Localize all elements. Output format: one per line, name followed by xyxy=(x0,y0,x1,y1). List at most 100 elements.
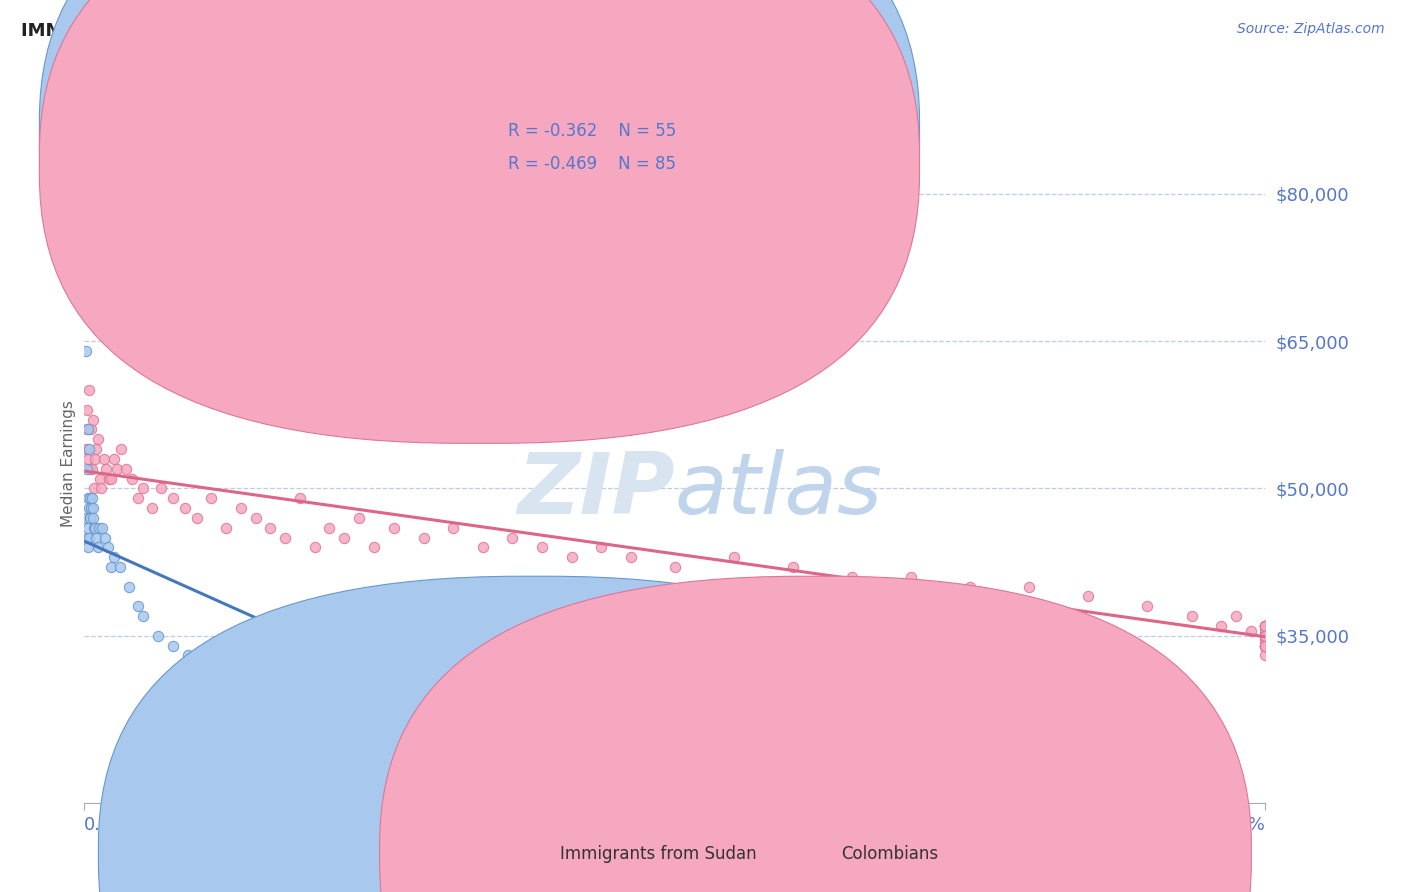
Point xyxy=(77,422,100,436)
Point xyxy=(1254,639,1277,653)
Point xyxy=(76,402,98,417)
Point xyxy=(723,550,745,565)
Point xyxy=(90,482,112,496)
Point xyxy=(1254,629,1277,643)
Point xyxy=(288,491,311,506)
Point xyxy=(318,521,340,535)
Point xyxy=(87,432,110,446)
Point xyxy=(1254,639,1277,653)
Point xyxy=(782,780,804,795)
Point xyxy=(94,462,117,476)
Point xyxy=(205,678,228,692)
Point xyxy=(103,451,125,466)
Point xyxy=(427,707,450,722)
Point xyxy=(398,698,420,712)
Point xyxy=(79,491,101,506)
Point xyxy=(575,756,598,771)
Point xyxy=(97,541,120,555)
Point xyxy=(1254,629,1277,643)
Point xyxy=(229,501,252,516)
Point xyxy=(664,560,686,574)
Point xyxy=(132,482,155,496)
Point xyxy=(93,451,115,466)
Point xyxy=(235,707,259,722)
Point xyxy=(1254,639,1277,653)
Point xyxy=(1180,609,1202,624)
Point xyxy=(100,472,122,486)
Point xyxy=(110,442,132,456)
Point xyxy=(501,531,523,545)
Text: atlas: atlas xyxy=(675,450,883,533)
Point xyxy=(1077,590,1099,604)
Point xyxy=(1254,619,1277,633)
Point xyxy=(76,462,98,476)
Point xyxy=(105,462,128,476)
Point xyxy=(1254,619,1277,633)
Point xyxy=(108,560,131,574)
Point xyxy=(1254,624,1277,638)
Point xyxy=(516,747,538,761)
Point xyxy=(77,442,100,456)
Point xyxy=(560,550,583,565)
Point xyxy=(619,550,641,565)
Text: R = -0.469    N = 85: R = -0.469 N = 85 xyxy=(508,155,675,173)
Point xyxy=(215,521,238,535)
Point xyxy=(1254,639,1277,653)
Point xyxy=(900,570,922,584)
Point xyxy=(591,541,613,555)
Point xyxy=(191,658,214,673)
Point xyxy=(80,501,103,516)
Point xyxy=(1254,619,1277,633)
Point xyxy=(333,531,356,545)
Point xyxy=(82,501,104,516)
Point xyxy=(472,541,495,555)
Point xyxy=(162,491,184,506)
Text: 0.0%: 0.0% xyxy=(84,816,129,834)
Point xyxy=(84,451,107,466)
Point xyxy=(82,511,104,525)
Point xyxy=(84,531,107,545)
Point xyxy=(79,511,101,525)
Point xyxy=(1254,619,1277,633)
Point xyxy=(304,541,326,555)
Point xyxy=(441,521,464,535)
Point xyxy=(76,531,98,545)
Point xyxy=(1254,629,1277,643)
Point xyxy=(200,491,222,506)
Point xyxy=(97,472,120,486)
Point xyxy=(259,521,281,535)
Text: ZIP: ZIP xyxy=(517,450,675,533)
Point xyxy=(84,442,107,456)
Point xyxy=(83,521,105,535)
Point xyxy=(486,727,509,741)
Point xyxy=(959,580,981,594)
Point xyxy=(221,688,243,702)
Point xyxy=(605,761,627,775)
Text: 40.0%: 40.0% xyxy=(1209,816,1265,834)
Point xyxy=(186,511,208,525)
Text: IMMIGRANTS FROM SUDAN VS COLOMBIAN MEDIAN EARNINGS CORRELATION CHART: IMMIGRANTS FROM SUDAN VS COLOMBIAN MEDIA… xyxy=(21,22,876,40)
Point xyxy=(309,747,332,761)
Point xyxy=(75,343,97,358)
Point xyxy=(132,609,155,624)
Point xyxy=(245,511,267,525)
Point xyxy=(77,531,100,545)
Point xyxy=(250,717,273,731)
Point xyxy=(1136,599,1159,614)
Point xyxy=(87,521,111,535)
Point xyxy=(531,541,554,555)
Point xyxy=(86,541,108,555)
Point xyxy=(368,766,391,780)
Point xyxy=(413,531,436,545)
Point xyxy=(1254,629,1277,643)
Point xyxy=(752,776,775,790)
Point xyxy=(382,521,406,535)
Point xyxy=(1254,619,1277,633)
Point xyxy=(83,521,105,535)
Text: Source: ZipAtlas.com: Source: ZipAtlas.com xyxy=(1237,22,1385,37)
Point xyxy=(1225,609,1247,624)
Point xyxy=(127,491,149,506)
Text: R = -0.362    N = 55: R = -0.362 N = 55 xyxy=(508,122,676,140)
Point xyxy=(77,383,100,397)
Point xyxy=(782,560,804,574)
